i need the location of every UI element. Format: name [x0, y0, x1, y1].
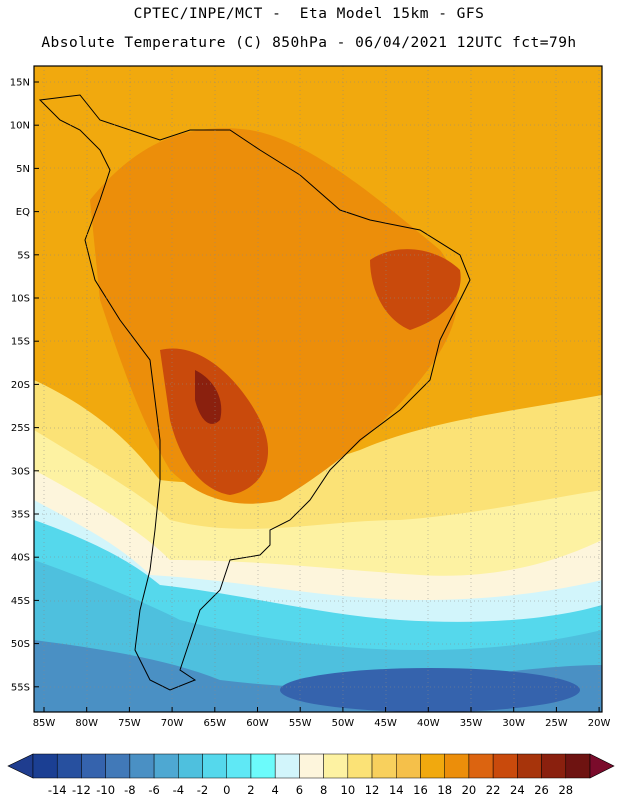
- colorbar-label: 20: [462, 783, 477, 797]
- lon-label: 30W: [502, 718, 525, 729]
- colorbar-label: 26: [534, 783, 549, 797]
- continent-outline: [38, 94, 471, 691]
- lon-label: 75W: [118, 718, 141, 729]
- hot-core-darkred: [195, 370, 222, 424]
- colorbar-swatch: [541, 753, 567, 779]
- colorbar-swatch: [492, 753, 518, 779]
- lat-label: 15N: [10, 78, 30, 89]
- map-frame: [33, 65, 603, 713]
- lat-label: 20S: [11, 380, 30, 391]
- lon-label: 60W: [246, 718, 269, 729]
- lon-label: 35W: [460, 718, 483, 729]
- lon-label: 85W: [33, 718, 56, 729]
- colorbar-label: -4: [173, 783, 184, 797]
- colorbar-label: 18: [437, 783, 452, 797]
- lon-label: 45W: [374, 718, 397, 729]
- lon-label: 80W: [75, 718, 98, 729]
- lon-label: 40W: [417, 718, 440, 729]
- colorbar-under-triangle: [7, 753, 34, 779]
- colorbar-label: 6: [296, 783, 303, 797]
- colorbar-label: 16: [413, 783, 428, 797]
- lon-label: 20W: [588, 718, 611, 729]
- lat-label: 5S: [17, 250, 30, 261]
- colorbar-swatch: [444, 753, 470, 779]
- lat-label: 10N: [10, 121, 30, 132]
- hot-northeast: [370, 249, 461, 330]
- colorbar-label: -10: [96, 783, 115, 797]
- colorbar-swatch: [323, 753, 349, 779]
- colorbar-swatch: [178, 753, 203, 779]
- lat-label: 50S: [11, 639, 30, 650]
- colorbar-label: 10: [341, 783, 356, 797]
- title-line-1: CPTEC/INPE/MCT - Eta Model 15km - GFS: [133, 6, 485, 22]
- colorbar-swatch: [56, 753, 82, 779]
- colorbar-label: 4: [272, 783, 279, 797]
- colorbar-label: 28: [558, 783, 573, 797]
- colorbar-swatch: [371, 753, 397, 779]
- colorbar: -14 -12 -10 -8 -6 -4 -2 0 2 4 6 8 10 12 14 16 18 20 22 24 26…: [7, 753, 615, 797]
- colorbar-swatch: [517, 753, 542, 779]
- colorbar-swatch: [250, 753, 276, 779]
- colorbar-swatch: [565, 753, 591, 779]
- lon-label: 55W: [289, 718, 312, 729]
- colorbar-swatch: [32, 753, 58, 779]
- colorbar-swatch: [420, 753, 445, 779]
- colorbar-label: 14: [389, 783, 404, 797]
- colorbar-swatch: [226, 753, 252, 779]
- longitude-labels: 85W 80W 75W 70W 65W 60W 55W 50W 45W 40W 35W 30W 25W 2…: [33, 707, 611, 729]
- lat-label: 15S: [11, 337, 30, 348]
- colorbar-swatch: [468, 753, 494, 779]
- colorbar-label: 2: [247, 783, 254, 797]
- lon-label: 50W: [332, 718, 355, 729]
- latitude-labels: 15N 10N 5N EQ 5S 10S 15S 20S 25S 30S 35S 40S 45S 50S 5…: [10, 78, 39, 693]
- colorbar-swatch: [347, 753, 373, 779]
- colorbar-label: -8: [124, 783, 135, 797]
- colorbar-over-triangle: [589, 753, 615, 779]
- lon-label: 65W: [203, 718, 226, 729]
- colorbar-label: 8: [320, 783, 327, 797]
- colorbar-label: -12: [72, 783, 91, 797]
- lat-label: 10S: [11, 294, 30, 305]
- colorbar-swatch: [129, 753, 155, 779]
- colorbar-swatch: [299, 753, 324, 779]
- colorbar-label: -6: [148, 783, 159, 797]
- colorbar-label: -14: [48, 783, 67, 797]
- colorbar-swatch: [153, 753, 179, 779]
- colorbar-swatch: [274, 753, 300, 779]
- colorbar-label: 22: [486, 783, 501, 797]
- lat-label: 35S: [11, 510, 30, 521]
- colorbar-swatch: [202, 753, 227, 779]
- title-line-2: Absolute Temperature (C) 850hPa - 06/04/…: [41, 35, 577, 51]
- colorbar-label: -2: [197, 783, 208, 797]
- lat-label: 25S: [11, 423, 30, 434]
- colorbar-label: 24: [510, 783, 525, 797]
- lat-label: EQ: [16, 207, 30, 218]
- lat-label: 5N: [16, 164, 30, 175]
- lat-label: 30S: [11, 466, 30, 477]
- lat-label: 40S: [11, 553, 30, 564]
- cold-core-blue: [280, 668, 580, 712]
- colorbar-swatch: [396, 753, 421, 779]
- colorbar-swatch: [105, 753, 131, 779]
- lat-label: 45S: [11, 596, 30, 607]
- lon-label: 70W: [161, 718, 184, 729]
- colorbar-swatch: [81, 753, 106, 779]
- colorbar-label: 0: [223, 783, 230, 797]
- graticule: [34, 66, 602, 712]
- lat-label: 55S: [11, 682, 30, 693]
- colorbar-label: 12: [365, 783, 380, 797]
- lon-label: 25W: [545, 718, 568, 729]
